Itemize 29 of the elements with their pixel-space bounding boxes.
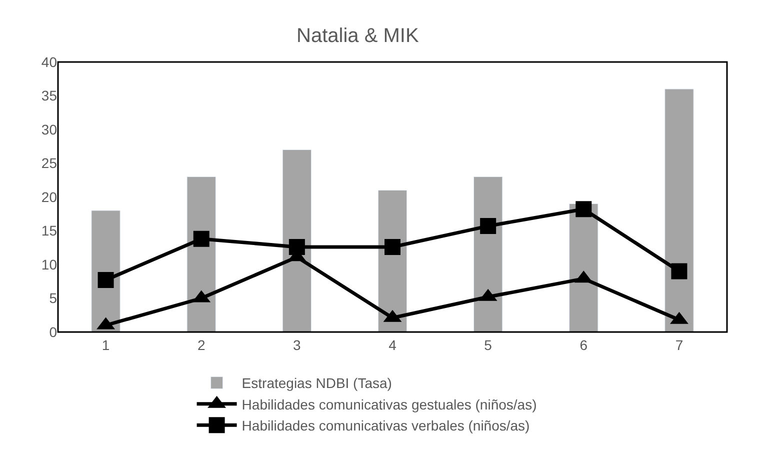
point xyxy=(480,218,496,234)
y-tick-label: 30 xyxy=(41,121,58,138)
point xyxy=(193,230,210,247)
point xyxy=(576,201,592,218)
x-tick-label: 7 xyxy=(675,336,684,353)
legend-label: Habilidades comunicativas verbales (niños/as) xyxy=(242,418,530,434)
y-tick-label: 25 xyxy=(41,155,58,172)
point xyxy=(671,263,688,280)
y-tick-label: 40 xyxy=(41,54,58,70)
y-tick-label: 5 xyxy=(49,290,58,306)
legend-label: Estrategias NDBI (Tasa) xyxy=(242,375,392,392)
y-tick-label: 20 xyxy=(41,188,58,205)
x-tick-label: 6 xyxy=(580,336,588,353)
x-tick-label: 4 xyxy=(388,336,397,353)
y-tick-label: 15 xyxy=(41,222,58,239)
x-tick-label: 5 xyxy=(484,336,492,353)
legend-label: Habilidades comunicativas gestuales (niños/as) xyxy=(242,396,537,412)
chart-title: Natalia & MIK xyxy=(296,24,420,47)
x-tick-label: 2 xyxy=(197,336,206,353)
point xyxy=(98,272,114,288)
x-tick-label: 1 xyxy=(102,336,110,353)
y-tick-label: 0 xyxy=(49,324,58,340)
y-tick-label: 35 xyxy=(41,88,58,104)
point xyxy=(288,238,305,255)
point xyxy=(384,238,400,255)
y-tick-label: 10 xyxy=(41,256,58,272)
bar xyxy=(664,88,694,332)
x-tick-label: 3 xyxy=(293,336,302,353)
bar xyxy=(282,150,312,332)
